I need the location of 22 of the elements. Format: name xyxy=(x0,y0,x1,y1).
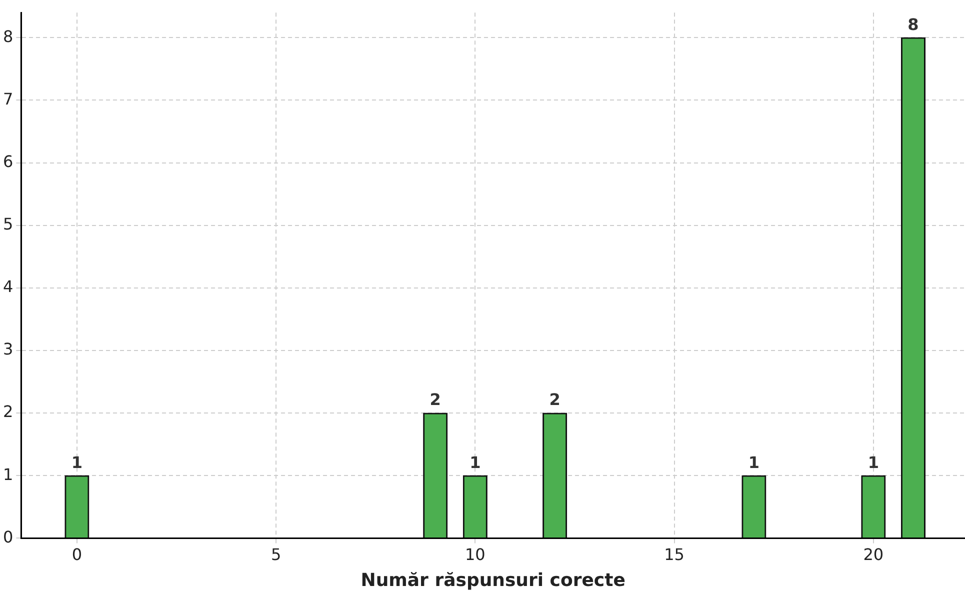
x-tick-label: 15 xyxy=(664,544,684,564)
data-label: 8 xyxy=(908,14,919,34)
data-label: 1 xyxy=(470,452,481,472)
y-tick-label: 4 xyxy=(2,277,14,296)
x-tick-label: 20 xyxy=(863,544,884,564)
y-tick-label: 8 xyxy=(2,26,14,46)
data-label: 1 xyxy=(868,452,879,472)
data-label: 2 xyxy=(430,390,441,410)
y-tick-label: 0 xyxy=(2,527,14,546)
x-tick-label: 5 xyxy=(270,544,282,564)
y-tick-label: 7 xyxy=(2,89,14,108)
y-tick-label: 6 xyxy=(2,152,14,171)
data-label: 2 xyxy=(549,390,560,410)
data-label: 1 xyxy=(71,452,83,472)
y-tick-label: 1 xyxy=(2,464,14,484)
x-axis-title: Număr răspunsuri corecte xyxy=(360,570,626,591)
x-tick-label: 10 xyxy=(464,544,486,564)
x-tick-label: 0 xyxy=(72,544,82,564)
y-tick-label: 3 xyxy=(2,340,14,359)
y-tick-label: 5 xyxy=(2,214,14,234)
data-label: 1 xyxy=(748,452,760,472)
y-tick-label: 2 xyxy=(2,402,14,422)
